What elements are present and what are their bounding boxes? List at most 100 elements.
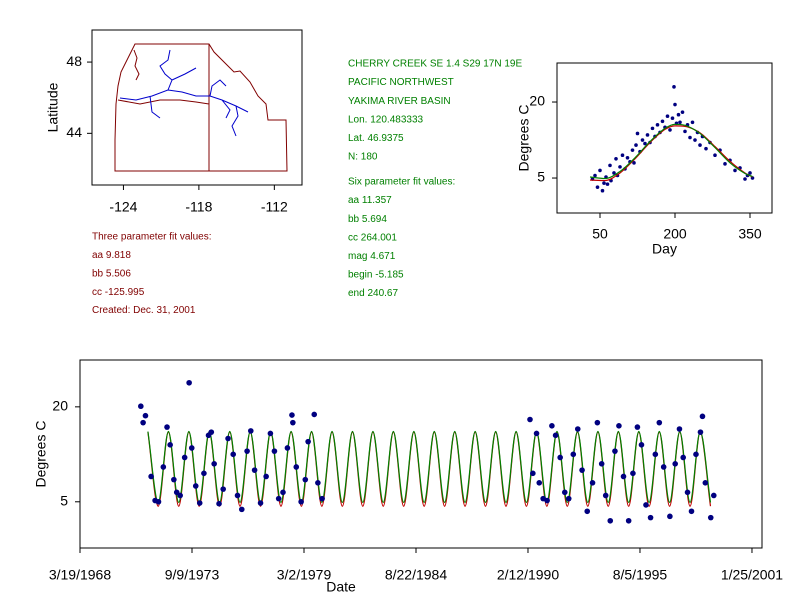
data-point — [693, 138, 697, 142]
data-point — [192, 483, 199, 489]
fit-line — [589, 123, 753, 180]
data-point — [672, 85, 676, 89]
data-point — [625, 155, 630, 160]
state-boundaries — [114, 43, 288, 172]
data-point — [702, 480, 709, 486]
data-point — [557, 454, 563, 461]
data-point — [598, 168, 602, 173]
data-point — [723, 162, 727, 166]
data-point — [710, 492, 717, 499]
data-point — [220, 486, 226, 492]
data-point — [630, 148, 635, 152]
data-point — [704, 146, 708, 151]
six-parameter-info: cc 264.001 — [348, 232, 397, 243]
y-axis-label: Latitude — [45, 82, 61, 132]
data-point — [298, 498, 304, 505]
data-point — [544, 497, 550, 504]
data-point — [665, 114, 670, 119]
plot-frame — [79, 359, 763, 549]
three-parameter-info: bb 5.506 — [92, 268, 131, 279]
data-point — [244, 448, 250, 454]
chart-timeseries: 3/19/1968 9/9/1973 3/2/1979 8/22/1984 2/12/1… — [33, 359, 783, 595]
y-tick-label: 5 — [60, 492, 68, 508]
data-point — [647, 514, 654, 521]
data-point — [748, 171, 752, 175]
data-point — [305, 438, 311, 445]
x-tick-label: -112 — [261, 199, 288, 215]
station-info: Lat. 46.9375 — [348, 133, 404, 144]
plot-frame — [556, 62, 773, 214]
rivers — [119, 49, 249, 137]
data-point — [302, 476, 309, 483]
data-point — [707, 514, 714, 521]
six-parameter-info: Six parameter fit values: — [348, 177, 455, 188]
data-point — [632, 161, 636, 165]
data-point — [230, 451, 237, 458]
x-tick-label: -124 — [109, 199, 137, 215]
data-point — [267, 430, 274, 437]
data-point — [684, 489, 691, 496]
data-point — [247, 428, 254, 434]
data-point — [676, 112, 681, 117]
six-parameter-info: end 240.67 — [348, 288, 398, 299]
data-point — [595, 185, 600, 189]
data-point — [140, 419, 146, 426]
data-point — [678, 120, 682, 125]
data-point — [315, 480, 321, 486]
six-parameter-info: bb 5.694 — [348, 214, 387, 225]
data-point — [598, 461, 605, 467]
y-tick-label: 44 — [66, 124, 82, 140]
x-tick-label: 200 — [663, 226, 687, 242]
data-point — [638, 442, 645, 448]
data-point — [643, 502, 649, 508]
data-point — [697, 429, 704, 435]
data-point — [171, 476, 177, 483]
data-point — [616, 423, 622, 429]
data-point — [602, 492, 609, 499]
data-point — [257, 500, 264, 506]
data-point — [630, 470, 636, 477]
data-point — [667, 513, 673, 520]
data-point — [311, 411, 318, 418]
data-point — [643, 141, 647, 146]
data-point — [650, 126, 655, 131]
data-point — [565, 495, 572, 502]
data-point — [574, 426, 581, 432]
data-point — [620, 473, 627, 480]
data-point — [584, 508, 591, 515]
data-point — [148, 473, 154, 480]
x-tick-label: 50 — [592, 226, 608, 242]
data-point — [605, 182, 610, 186]
data-point — [570, 451, 577, 458]
data-point — [155, 498, 162, 505]
x-tick-label: 3/2/1979 — [277, 567, 332, 583]
data-point — [280, 489, 286, 496]
y-tick-label: 20 — [52, 398, 68, 414]
data-point — [607, 517, 614, 524]
data-point — [167, 442, 173, 448]
data-point — [289, 412, 295, 418]
data-point — [660, 464, 667, 470]
x-tick-label: 3/19/1968 — [49, 567, 111, 583]
data-point — [589, 480, 596, 486]
data-point — [618, 165, 622, 169]
y-axis-label: Degrees C — [33, 421, 49, 488]
x-tick-label: -118 — [185, 199, 212, 215]
data-point — [251, 467, 258, 473]
data-point — [234, 492, 241, 499]
six-parameter-info: mag 4.671 — [348, 251, 396, 262]
data-point — [208, 429, 215, 435]
data-point — [533, 430, 540, 437]
data-point — [743, 177, 747, 181]
data-point — [660, 119, 665, 124]
x-tick-label: 2/12/1990 — [497, 567, 559, 583]
y-tick-label: 20 — [529, 93, 545, 109]
data-point — [733, 168, 737, 173]
station-info: N: 180 — [348, 152, 378, 163]
fit-line — [147, 430, 712, 504]
data-point — [699, 413, 706, 420]
three-parameter-info: aa 9.818 — [92, 250, 131, 261]
data-point — [201, 470, 207, 477]
data-point — [668, 128, 672, 132]
data-point — [186, 379, 192, 386]
